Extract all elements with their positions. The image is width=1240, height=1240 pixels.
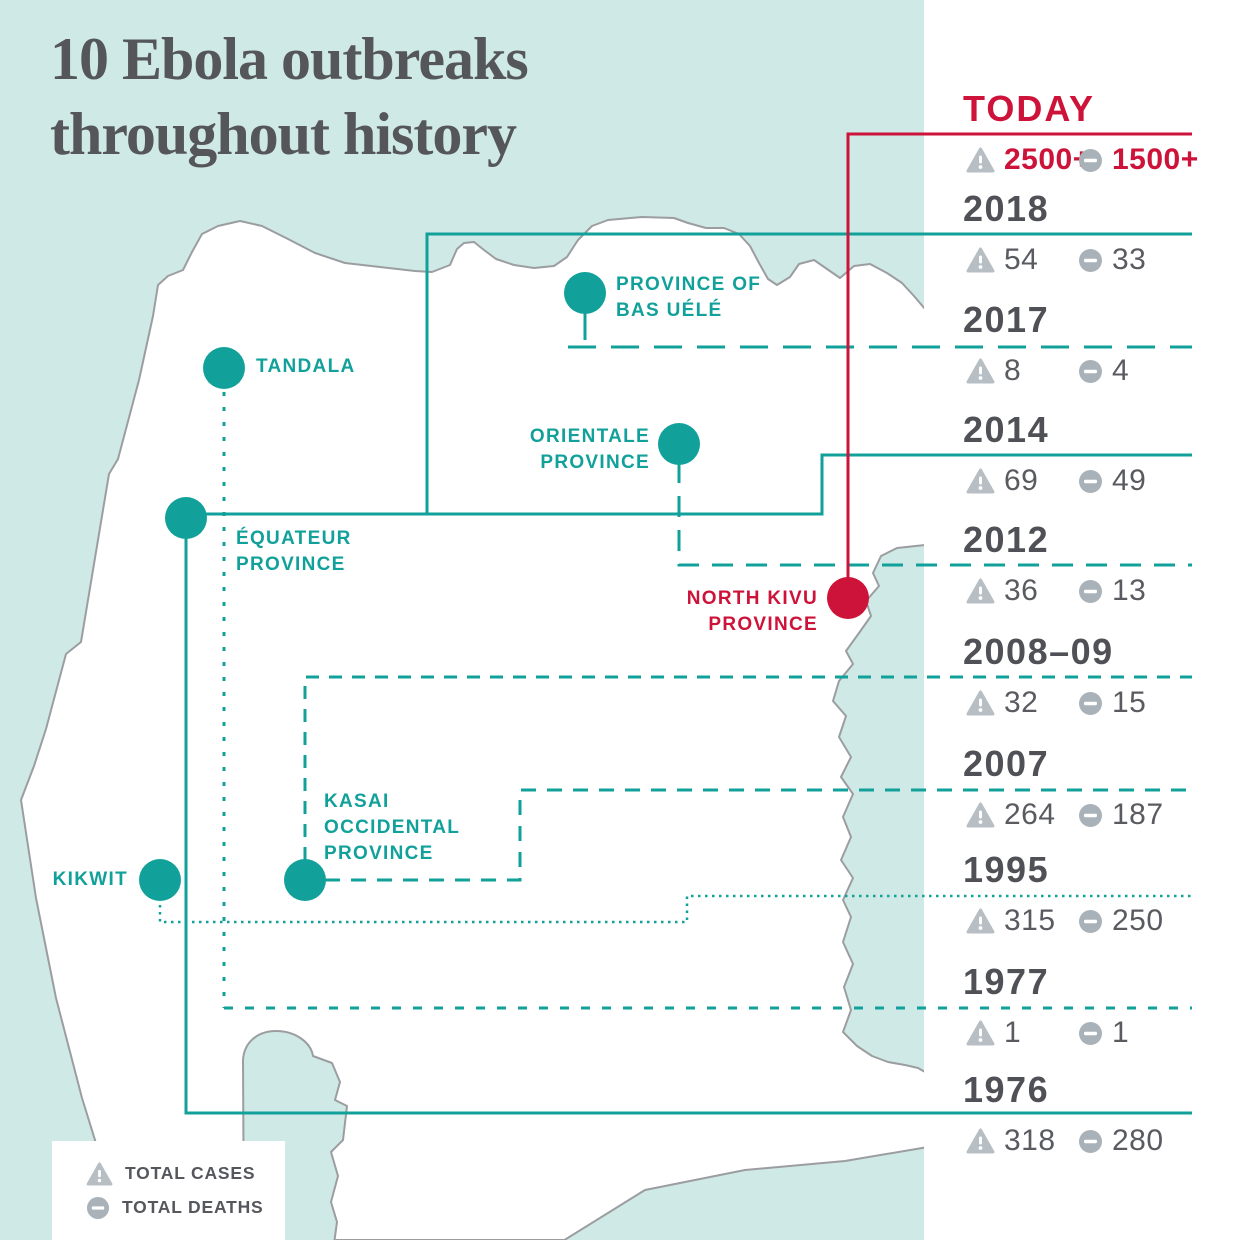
deaths-value: 13 xyxy=(1112,574,1147,607)
line-today xyxy=(846,132,1192,598)
dot-orientale xyxy=(658,423,700,465)
deaths-value: 33 xyxy=(1112,243,1147,276)
total-deaths-icon xyxy=(1078,469,1103,494)
cases-value: 2500+ xyxy=(1004,143,1091,176)
total-cases-icon xyxy=(966,690,995,716)
legend-cases-label: TOTAL CASES xyxy=(125,1163,256,1183)
total-deaths-icon xyxy=(1078,148,1103,173)
timeline-stats: 69 49 xyxy=(966,464,1206,497)
deaths-value: 280 xyxy=(1112,1124,1164,1157)
total-deaths-icon xyxy=(1078,691,1103,716)
timeline-stats: 32 15 xyxy=(966,686,1206,719)
cases-value: 69 xyxy=(1004,464,1039,497)
timeline-year: 2008–09 xyxy=(963,631,1114,672)
drc-map-shape xyxy=(20,216,926,1240)
total-deaths-icon xyxy=(1078,248,1103,273)
line-2007 xyxy=(325,788,1192,882)
map-label-equateur: ÉQUATEUR PROVINCE xyxy=(236,528,352,575)
total-deaths-icon xyxy=(1078,909,1103,934)
timeline-year: 2017 xyxy=(963,299,1050,340)
timeline-year: TODAY xyxy=(963,88,1096,129)
total-cases-icon xyxy=(966,802,995,828)
timeline-stats: 315 250 xyxy=(966,904,1206,937)
map-label-kikwit: KIKWIT xyxy=(52,869,128,890)
page-title: 10 Ebola outbreaks throughout history xyxy=(50,26,529,167)
deaths-value: 49 xyxy=(1112,464,1147,497)
deaths-value: 1 xyxy=(1112,1016,1130,1049)
total-cases-icon xyxy=(966,1128,995,1154)
timeline-year: 1977 xyxy=(963,961,1050,1002)
dot-north-kivu xyxy=(827,577,869,619)
dot-equateur xyxy=(165,497,207,539)
deaths-value: 4 xyxy=(1112,354,1130,387)
total-deaths-icon xyxy=(86,1196,110,1220)
total-cases-icon xyxy=(966,247,995,273)
timeline-year: 1995 xyxy=(963,849,1050,890)
timeline-stats: 8 4 xyxy=(966,354,1206,387)
map-label-orientale: ORIENTALE PROVINCE xyxy=(529,426,650,473)
line-2018 xyxy=(186,232,1192,516)
cases-value: 1 xyxy=(1004,1016,1022,1049)
timeline-stats: 54 33 xyxy=(966,243,1206,276)
dot-kasai xyxy=(284,859,326,901)
cases-value: 315 xyxy=(1004,904,1056,937)
timeline-year: 2012 xyxy=(963,519,1050,560)
deaths-value: 187 xyxy=(1112,798,1164,831)
dot-kikwit xyxy=(139,859,181,901)
total-deaths-icon xyxy=(1078,803,1103,828)
dot-tandala xyxy=(203,347,245,389)
legend-cases-row: TOTAL CASES xyxy=(86,1161,285,1186)
cases-value: 264 xyxy=(1004,798,1056,831)
map-label-kasai: KASAI OCCIDENTAL PROVINCE xyxy=(324,791,461,864)
total-deaths-icon xyxy=(1078,1021,1103,1046)
line-1995 xyxy=(158,894,1192,924)
total-cases-icon xyxy=(966,578,995,604)
total-cases-icon xyxy=(966,358,995,384)
map-label-bas-uele: PROVINCE OF BAS UÉLÉ xyxy=(616,274,762,321)
cases-value: 54 xyxy=(1004,243,1039,276)
timeline-stats: 1 1 xyxy=(966,1016,1206,1049)
total-deaths-icon xyxy=(1078,1129,1103,1154)
cases-value: 32 xyxy=(1004,686,1039,719)
cases-value: 8 xyxy=(1004,354,1022,387)
map-label-tandala: TANDALA xyxy=(256,356,356,377)
map-label-north-kivu: NORTH KIVU PROVINCE xyxy=(686,588,818,635)
total-cases-icon xyxy=(86,1161,113,1186)
deaths-value: 250 xyxy=(1112,904,1164,937)
deaths-value: 15 xyxy=(1112,686,1147,719)
total-cases-icon xyxy=(966,1020,995,1046)
cases-value: 318 xyxy=(1004,1124,1056,1157)
timeline-stats: 264 187 xyxy=(966,798,1206,831)
legend: TOTAL CASES TOTAL DEATHS xyxy=(52,1141,285,1240)
dot-bas-uele xyxy=(564,272,606,314)
timeline-year: 2018 xyxy=(963,188,1050,229)
timeline-year: 1976 xyxy=(963,1069,1050,1110)
total-cases-icon xyxy=(966,147,995,173)
total-cases-icon xyxy=(966,468,995,494)
total-deaths-icon xyxy=(1078,579,1103,604)
legend-deaths-row: TOTAL DEATHS xyxy=(86,1196,285,1220)
timeline-year: 2007 xyxy=(963,743,1050,784)
total-cases-icon xyxy=(966,908,995,934)
legend-deaths-label: TOTAL DEATHS xyxy=(122,1197,264,1217)
timeline-stats: 36 13 xyxy=(966,574,1206,607)
line-1976 xyxy=(184,518,1192,1115)
total-deaths-icon xyxy=(1078,359,1103,384)
line-2014 xyxy=(427,453,1192,516)
line-2012 xyxy=(677,462,1192,567)
deaths-value: 1500+ xyxy=(1112,143,1199,176)
map-region-bottom-right xyxy=(562,1146,929,1240)
timeline-stats: 318 280 xyxy=(966,1124,1206,1157)
timeline-stats: 2500+ 1500+ xyxy=(966,143,1206,176)
timeline-year: 2014 xyxy=(963,409,1050,450)
cases-value: 36 xyxy=(1004,574,1039,607)
